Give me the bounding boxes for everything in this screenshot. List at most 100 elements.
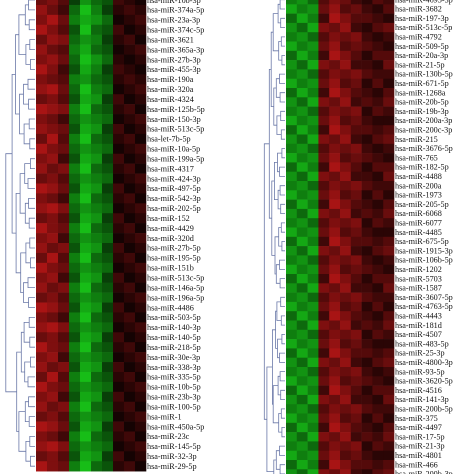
heatmap-cell [329,171,341,182]
heatmap-cell [102,183,114,194]
heatmap-cell [69,391,81,403]
heatmap-cell [286,22,298,33]
heatmap-cell [91,401,103,412]
heatmap-cell [286,450,298,461]
heatmap-cell [340,78,352,89]
heatmap-cell [383,0,395,5]
heatmap-cell [350,246,362,256]
heatmap-cell [372,134,384,145]
heatmap-cell [91,143,103,155]
heatmap-cell [102,332,114,343]
heatmap-cell [361,292,373,303]
heatmap-cell [58,173,70,184]
heatmap-cell [361,274,373,284]
heatmap-cell [329,255,341,265]
heatmap-cell [91,44,103,55]
heatmap-cell [286,106,298,117]
heatmap-cell [340,50,352,61]
heatmap-cell [329,394,341,405]
heatmap-cell [350,441,362,451]
heatmap-cell [80,233,92,244]
heatmap-cell [58,401,70,412]
heatmap-cell [58,252,70,264]
heatmap-cell [361,22,373,33]
heatmap-cell [124,14,136,26]
heatmap-cell [307,255,319,265]
heatmap-cell [124,362,136,373]
heatmap-cell [296,78,308,89]
heatmap-cell [69,153,81,164]
row-label: hsa-miR-200a [395,181,442,190]
heatmap-cell [296,4,308,14]
heatmap-cell [91,193,103,204]
heatmap-cell [80,14,92,26]
heatmap-cell [286,41,298,52]
heatmap-cell [135,252,147,264]
heatmap-cell [47,431,59,442]
heatmap-cell [135,4,147,16]
heatmap-cell [47,451,59,462]
heatmap-cell [307,4,319,14]
heatmap-cell [91,292,103,303]
heatmap-cell [383,376,395,386]
row-label: hsa-miR-320d [147,234,194,243]
heatmap-cell [58,302,70,313]
heatmap-cell [58,411,70,422]
heatmap-cell [124,153,136,164]
heatmap-cell [307,320,319,331]
heatmap-cell [307,283,319,293]
heatmap-cell [340,69,352,79]
heatmap-cell [124,312,136,323]
heatmap-cell [91,391,103,403]
heatmap-cell [372,199,384,210]
heatmap-cell [329,50,341,61]
heatmap-cell [124,183,136,194]
dendrogram-branch [280,408,285,419]
heatmap-cell [113,14,125,26]
row-label: hsa-miR-218-5p [147,343,201,352]
heatmap-cell [383,50,395,61]
heatmap-cell [286,469,298,474]
heatmap-cell [135,262,147,274]
heatmap-cell [113,282,125,293]
heatmap-cell [124,441,136,452]
heatmap-cell [372,106,384,117]
heatmap-cell [286,4,298,14]
heatmap-cell [36,441,48,452]
heatmap-cell [296,41,308,52]
heatmap-cell [350,274,362,284]
row-label: hsa-let-7b-5p [147,135,191,144]
dendrogram-branch [27,78,35,90]
heatmap-cell [91,153,103,164]
heatmap-cell [135,24,147,35]
heatmap-cell [47,203,59,214]
heatmap-cell [69,223,81,234]
heatmap-cell [318,320,330,331]
heatmap-cell [329,13,341,24]
heatmap-cell [113,272,125,283]
heatmap-cell [58,133,70,145]
heatmap-cell [91,362,103,373]
heatmap-cell [296,0,308,5]
heatmap-cell [80,391,92,403]
heatmap-cell [113,24,125,35]
heatmap-cell [361,181,373,191]
heatmap-cell [58,54,70,65]
heatmap-cell [307,97,319,107]
heatmap-cell [102,163,114,174]
row-label: hsa-miR-513c-5p [147,125,204,134]
heatmap-cell [286,134,298,145]
heatmap-cell [361,460,373,470]
heatmap-cell [69,272,81,283]
heatmap-cell [296,246,308,256]
heatmap-cell [307,208,319,219]
heatmap-cell [58,322,70,333]
row-label: hsa-miR-181d [395,321,442,330]
heatmap-cell [69,342,81,353]
dendrogram-branch [24,361,31,383]
heatmap-cell [329,218,341,228]
heatmap-cell [329,153,341,163]
heatmap-cell [296,292,308,303]
heatmap-cell [80,123,92,135]
heatmap-cell [102,203,114,214]
